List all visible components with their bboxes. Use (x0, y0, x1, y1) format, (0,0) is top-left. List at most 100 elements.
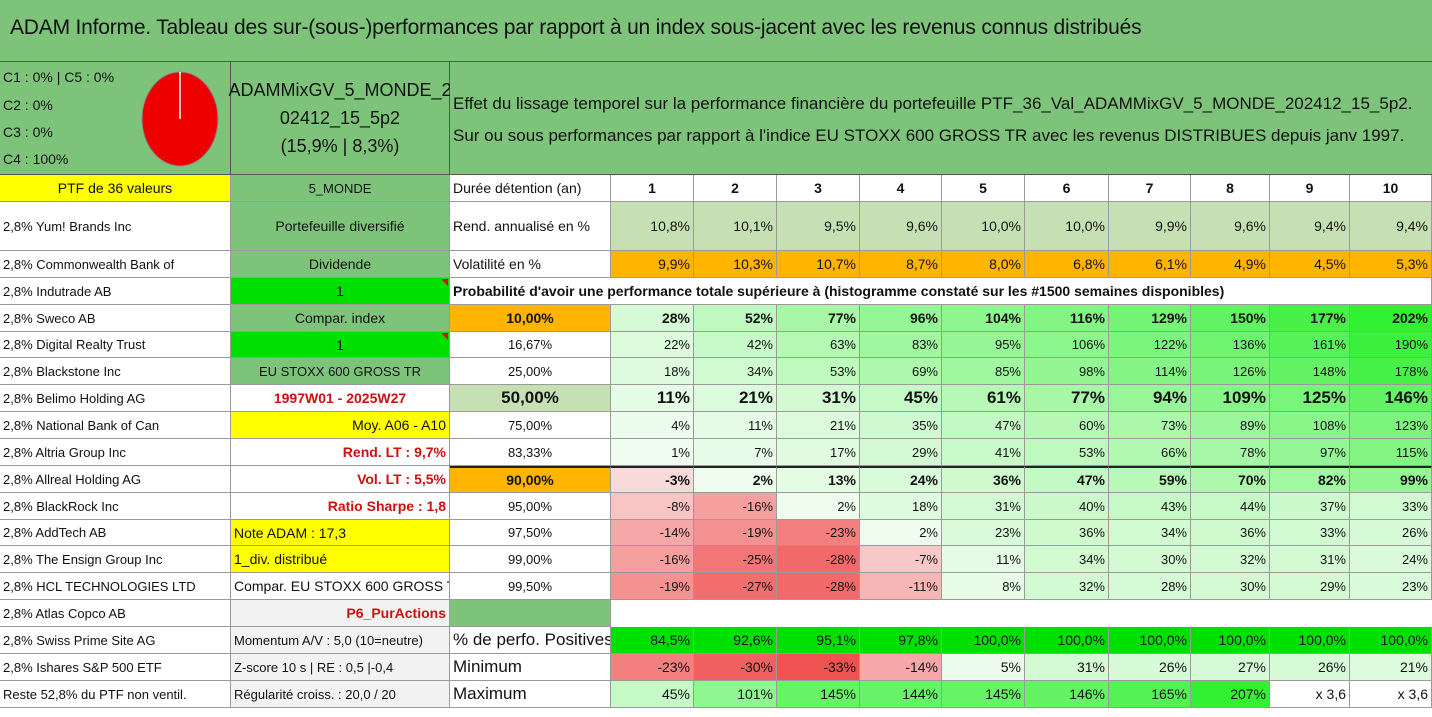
info-cell-text: Ratio Sharpe : 1,8 (327, 498, 446, 514)
proba-title: Probabilité d'avoir une performance tota… (450, 278, 1432, 305)
maximum-value: 165% (1109, 681, 1191, 708)
probability-value-text: 73% (1160, 417, 1187, 433)
probability-value-text: 34% (1160, 525, 1187, 540)
probability-value-text: 146% (1384, 388, 1428, 407)
report-title: ADAM Informe. Tableau des sur-(sous-)per… (10, 16, 1142, 39)
holding-row-text: 2,8% Altria Group Inc (3, 444, 126, 460)
probability-value: -16% (694, 493, 777, 520)
maximum-value: 45% (611, 681, 694, 708)
probability-level-text: 16,67% (507, 337, 553, 352)
rend-value: 9,6% (1191, 202, 1270, 251)
positives-value-text: 100,0% (973, 632, 1021, 648)
maximum-value: 145% (942, 681, 1025, 708)
minimum-value: 21% (1350, 654, 1432, 681)
probability-value: 24% (1350, 546, 1432, 573)
duration-label: Durée détention (an) (450, 175, 611, 202)
probability-value: -16% (611, 546, 694, 573)
probability-value-text: 125% (1302, 388, 1346, 407)
vol-value-text: 10,3% (733, 256, 773, 272)
info-cell-text: Régularité croiss. : 20,0 / 20 (234, 686, 396, 702)
positives-value-text: 95,1% (816, 632, 856, 648)
portfolio-name-line: ADAMMixGV_5_MONDE_2 (228, 80, 452, 100)
minimum-value: 5% (942, 654, 1025, 681)
probability-value: 83% (860, 332, 942, 358)
probability-value: 53% (1025, 439, 1109, 466)
info-cell: Moy. A06 - A10 (231, 412, 450, 439)
probability-value-text: 177% (1310, 310, 1346, 326)
holding-row-text: 2,8% HCL TECHNOLOGIES LTD (3, 578, 196, 594)
probability-value: 122% (1109, 332, 1191, 358)
probability-value: 150% (1191, 305, 1270, 332)
holding-row: 2,8% Altria Group Inc (0, 439, 231, 466)
probability-value: 146% (1350, 385, 1432, 412)
probability-value-text: 66% (1160, 444, 1187, 460)
probability-value: 28% (1109, 573, 1191, 600)
probability-value: 17% (777, 439, 860, 466)
minimum-value: 26% (1270, 654, 1350, 681)
minimum-value-text: 26% (1317, 659, 1346, 675)
year-header-text: 10 (1382, 180, 1399, 196)
holding-row-text: 2,8% Blackstone Inc (3, 363, 121, 379)
holding-row-text: 2,8% Belimo Holding AG (3, 390, 146, 406)
year-header-text: 8 (1226, 180, 1234, 196)
comment-marker-icon (441, 279, 448, 286)
info-cell-text: Moy. A06 - A10 (352, 417, 446, 433)
probability-level-text: 83,33% (507, 444, 553, 460)
probability-value: 43% (1109, 493, 1191, 520)
probability-value-text: 94% (1152, 388, 1187, 407)
legend-line: C1 : 0% | C5 : 0% (3, 69, 115, 85)
info-cell-text: Vol. LT : 5,5% (357, 471, 446, 487)
holding-row-text: 2,8% Sweco AB (3, 310, 96, 326)
probability-value: 96% (860, 305, 942, 332)
info-cell-text: Rend. LT : 9,7% (342, 444, 446, 460)
portfolio-stats: (15,9% | 8,3%) (280, 136, 400, 156)
positives-value-text: 84,5% (650, 632, 690, 648)
probability-value: 31% (942, 493, 1025, 520)
probability-value: 66% (1109, 439, 1191, 466)
holding-row-text: 2,8% National Bank of Can (3, 417, 160, 433)
probability-value: 31% (1270, 546, 1350, 573)
probability-value-text: 98% (1078, 363, 1105, 379)
info-cell-text: Dividende (308, 256, 372, 272)
rend-value: 10,1% (694, 202, 777, 251)
probability-value: 31% (777, 385, 860, 412)
info-cell-text: Compar. index (294, 310, 386, 326)
ptf-header-text: PTF de 36 valeurs (57, 180, 173, 196)
probability-value-text: 45% (903, 388, 938, 407)
maximum-label: Maximum (450, 681, 611, 708)
info-cell: Momentum A/V : 5,0 (10=neutre) (231, 627, 450, 654)
portfolio-name-box: ADAMMixGV_5_MONDE_2 02412_15_5p2 (15,9% … (228, 62, 452, 175)
minimum-value: 27% (1191, 654, 1270, 681)
probability-value: 161% (1270, 332, 1350, 358)
probability-value-text: 202% (1392, 310, 1428, 326)
positives-label: % de perfo. Positives (450, 627, 611, 654)
holding-row: 2,8% Atlas Copco AB (0, 600, 231, 627)
probability-value-text: 42% (746, 337, 773, 352)
vol-value-text: 6,8% (1073, 256, 1105, 272)
probability-value: 24% (860, 466, 942, 493)
probability-value: 77% (1025, 385, 1109, 412)
probability-value: 21% (777, 412, 860, 439)
probability-value-text: 85% (994, 363, 1021, 379)
minimum-value: -14% (860, 654, 942, 681)
probability-value: 8% (942, 573, 1025, 600)
probability-value: 109% (1191, 385, 1270, 412)
probability-value: -8% (611, 493, 694, 520)
rend-value-text: 10,1% (733, 218, 773, 234)
probability-value-text: 21% (829, 417, 856, 433)
holding-row: 2,8% Ishares S&P 500 ETF (0, 654, 231, 681)
maximum-value: x 3,6 (1350, 681, 1432, 708)
probability-level: 25,00% (450, 358, 611, 385)
maximum-value-text: 144% (902, 686, 938, 702)
year-header: 10 (1350, 175, 1432, 202)
info-cell: EU STOXX 600 GROSS TR (231, 358, 450, 385)
probability-value: 18% (860, 493, 942, 520)
probability-value-text: 52% (744, 310, 773, 326)
probability-value: 36% (1191, 520, 1270, 546)
probability-value-text: 13% (827, 472, 856, 488)
probability-value-text: 11% (656, 388, 690, 407)
info-cell: Portefeuille diversifié (231, 202, 450, 251)
minimum-value-text: -23% (657, 659, 690, 675)
probability-value: 104% (942, 305, 1025, 332)
probability-value-text: 34% (746, 363, 773, 379)
